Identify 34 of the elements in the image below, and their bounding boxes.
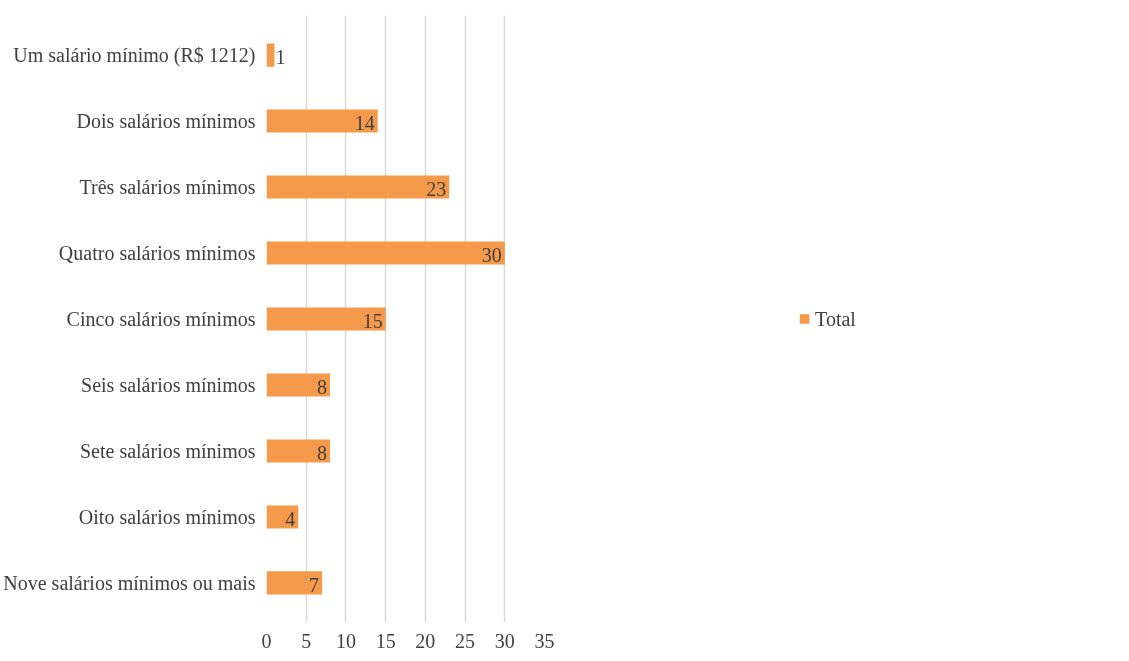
x-tick-label: 5	[301, 629, 312, 652]
x-tick-label: 10	[335, 629, 356, 652]
bar	[266, 241, 505, 265]
bar	[266, 571, 323, 595]
y-tick-label: Nove salários mínimos ou mais	[3, 571, 256, 594]
data-label: 7	[309, 573, 320, 596]
y-tick-label: Cinco salários mínimos	[66, 308, 256, 330]
data-label: 1	[275, 46, 286, 69]
legend-label: Total	[815, 307, 856, 330]
x-tick-label: 35	[534, 629, 555, 652]
data-label: 8	[317, 441, 328, 464]
bar	[266, 109, 378, 133]
data-label: 15	[362, 310, 383, 332]
x-tick-label: 30	[494, 629, 515, 652]
x-tick-label: 20	[415, 629, 436, 652]
x-tick-label: 0	[261, 629, 272, 652]
y-tick-label: Dois salários mínimos	[76, 110, 256, 133]
y-tick-label: Quatro salários mínimos	[58, 242, 256, 265]
data-label: 4	[285, 507, 296, 530]
y-tick-label: Seis salários mínimos	[81, 373, 256, 396]
data-label: 23	[426, 178, 447, 201]
data-label: 30	[481, 244, 502, 267]
bar	[266, 373, 331, 397]
y-tick-label: Um salário mínimo (R$ 1212)	[13, 44, 256, 68]
x-tick-label: 15	[375, 629, 396, 652]
x-tick-label: 25	[455, 629, 476, 652]
bar	[266, 175, 450, 199]
y-tick-label: Três salários mínimos	[79, 176, 256, 199]
bar	[266, 439, 331, 463]
data-label: 14	[354, 112, 375, 135]
bar	[266, 307, 386, 331]
y-tick-label: Sete salários mínimos	[79, 439, 256, 462]
y-tick-label: Oito salários mínimos	[78, 505, 256, 528]
data-label: 8	[317, 375, 328, 398]
